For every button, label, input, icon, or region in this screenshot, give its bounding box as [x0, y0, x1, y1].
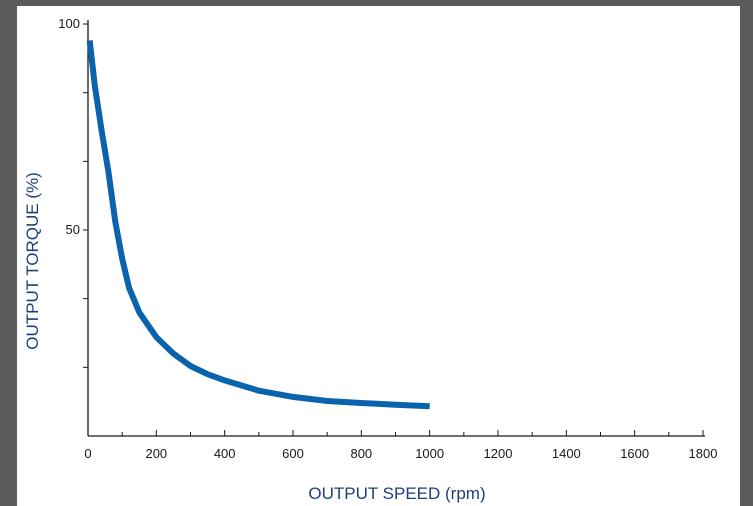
y-axis-title: OUTPUT TORQUE (%) — [23, 172, 42, 350]
y-tick-label: 50 — [66, 222, 80, 237]
axes — [87, 20, 705, 437]
x-tick-label: 0 — [84, 446, 91, 461]
chart-panel — [17, 6, 740, 506]
x-tick-label: 1400 — [552, 446, 581, 461]
x-tick-label: 1000 — [415, 446, 444, 461]
tick-marks — [83, 23, 704, 436]
x-tick-label: 800 — [350, 446, 372, 461]
y-tick-labels: 50 100 — [58, 16, 80, 237]
series-group — [86, 40, 430, 410]
x-tick-label: 400 — [214, 446, 236, 461]
y-tick-label: 100 — [58, 16, 80, 31]
x-tick-labels: 0 200 400 600 800 1000 1200 1400 1600 1800 — [84, 446, 717, 461]
x-tick-label: 1600 — [620, 446, 649, 461]
x-tick-label: 600 — [282, 446, 304, 461]
x-tick-label: 1200 — [484, 446, 513, 461]
x-axis-title: OUTPUT SPEED (rpm) — [308, 484, 485, 503]
series-line-0 — [86, 40, 430, 410]
x-tick-label: 1800 — [689, 446, 718, 461]
x-tick-label: 200 — [145, 446, 167, 461]
